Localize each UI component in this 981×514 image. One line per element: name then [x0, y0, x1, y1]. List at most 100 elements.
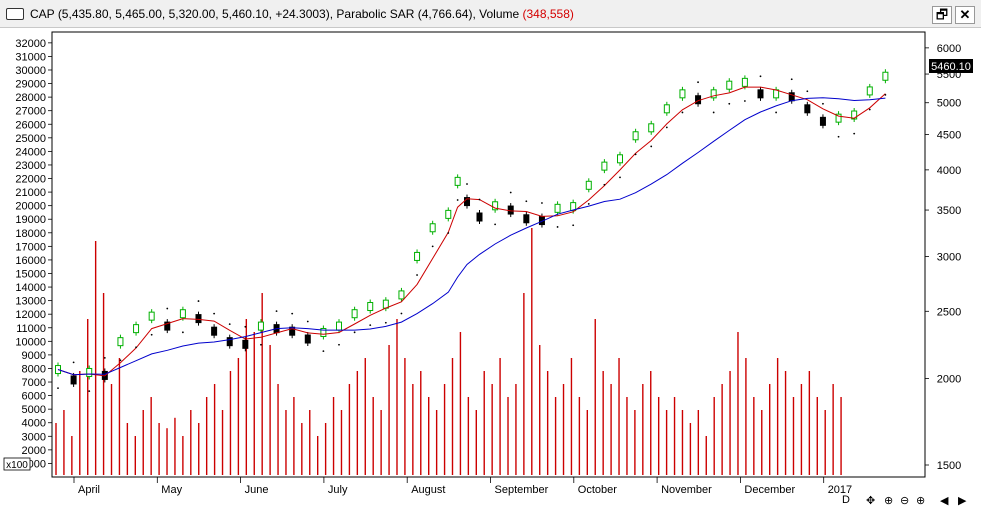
- right-tick-label: 2000: [937, 373, 961, 385]
- sar-dot: [541, 202, 543, 204]
- volume-value: (348,558): [522, 7, 574, 21]
- sar-dot: [681, 111, 684, 114]
- right-tick-label: 2500: [937, 306, 961, 318]
- candle-body: [710, 89, 717, 99]
- sar-dot: [759, 75, 762, 78]
- left-tick-label: 3000: [22, 431, 46, 443]
- left-tick-label: 6000: [22, 391, 46, 403]
- month-label: June: [245, 484, 269, 496]
- nav-next-icon[interactable]: ▶: [958, 495, 967, 507]
- sar-dot: [119, 359, 122, 362]
- left-tick-label: 14000: [15, 282, 46, 294]
- nav-prev-icon[interactable]: ◀: [940, 495, 949, 507]
- long-moving-average-line: [57, 97, 886, 376]
- sar-dot: [213, 312, 216, 315]
- left-tick-label: 23000: [15, 160, 46, 172]
- left-tick-label: 31000: [15, 51, 46, 63]
- candle-body: [367, 302, 374, 312]
- sar-dot: [400, 312, 403, 315]
- sar-dot: [743, 100, 746, 102]
- price-chart[interactable]: 1000200030004000500060007000800090001000…: [0, 28, 981, 514]
- left-axis: 1000200030004000500060007000800090001000…: [15, 38, 52, 470]
- candle-body: [601, 161, 608, 171]
- sar-dot: [884, 93, 887, 96]
- left-tick-label: 28000: [15, 92, 46, 104]
- sar-dot: [369, 324, 372, 327]
- svg-text:5460.10: 5460.10: [931, 61, 971, 73]
- restore-icon[interactable]: 🗗: [932, 6, 952, 24]
- candle-body: [726, 80, 733, 90]
- candle-body: [86, 367, 93, 377]
- candle-body: [882, 71, 889, 81]
- candle-body: [663, 104, 670, 114]
- left-tick-label: 32000: [15, 38, 46, 50]
- month-label: October: [578, 484, 617, 496]
- right-tick-label: 3500: [937, 205, 961, 217]
- left-tick-label: 24000: [15, 146, 46, 158]
- left-tick-label: 16000: [15, 255, 46, 267]
- right-tick-label: 1500: [937, 460, 961, 472]
- sar-dot: [447, 232, 450, 234]
- candle-body: [632, 131, 639, 141]
- candle-body: [398, 290, 405, 300]
- left-tick-label: 18000: [15, 228, 46, 240]
- candle-body: [757, 89, 764, 99]
- candle-body: [304, 334, 311, 344]
- candle-body: [741, 77, 748, 87]
- candle-body: [211, 326, 218, 336]
- sar-dot: [697, 81, 699, 84]
- candle-body: [554, 203, 561, 213]
- left-tick-label: 2000: [22, 445, 46, 457]
- nav-day-icon[interactable]: D: [842, 494, 850, 506]
- plot-frame: [51, 31, 926, 478]
- candle-body: [351, 309, 358, 319]
- sar-dot: [166, 307, 169, 310]
- left-tick-label: 30000: [15, 65, 46, 77]
- left-tick-label: 19000: [15, 214, 46, 226]
- candle-body: [454, 176, 461, 186]
- close-icon[interactable]: ✕: [955, 6, 975, 24]
- candle-body: [336, 321, 342, 331]
- sar-dot: [353, 331, 356, 334]
- sar-dot: [322, 350, 325, 353]
- candle-body: [70, 375, 77, 385]
- month-label: 2017: [828, 484, 852, 496]
- left-tick-label: 5000: [22, 404, 46, 416]
- candle-body: [648, 123, 655, 133]
- sar-dot: [853, 132, 856, 135]
- sar-dot: [244, 325, 247, 328]
- candle-body: [819, 116, 826, 126]
- left-tick-label: 17000: [15, 241, 46, 253]
- month-label: September: [495, 484, 549, 496]
- nav-zoom-out-icon[interactable]: ⊖: [900, 495, 910, 507]
- sar-dot: [509, 191, 512, 194]
- sar-dot: [291, 312, 294, 315]
- nav-pan-icon[interactable]: ✥: [866, 495, 876, 507]
- sar-dot: [619, 176, 621, 179]
- sar-dot: [260, 343, 262, 346]
- right-tick-label: 6000: [937, 43, 961, 55]
- sar-dot: [494, 223, 497, 226]
- candle-body: [164, 321, 171, 331]
- chart-window-icon: [6, 8, 24, 20]
- sar-dot: [275, 310, 278, 313]
- candle-body: [617, 154, 623, 164]
- left-tick-label: 15000: [15, 268, 46, 280]
- month-label: November: [661, 484, 712, 496]
- sar-dot: [868, 108, 871, 111]
- sar-dot: [306, 320, 309, 323]
- title-bar: CAP (5,435.80, 5,465.00, 5,320.00, 5,460…: [0, 0, 981, 28]
- left-tick-label: 21000: [15, 187, 46, 199]
- left-tick-label: 25000: [15, 133, 46, 145]
- left-tick-label: 22000: [15, 174, 46, 186]
- left-tick-label: 9000: [22, 350, 46, 362]
- left-tick-label: 10000: [15, 336, 46, 348]
- nav-reset-icon[interactable]: ⊕: [916, 495, 926, 507]
- svg-text:x100: x100: [6, 460, 28, 471]
- left-tick-label: 7000: [22, 377, 46, 389]
- sar-dot: [603, 183, 606, 186]
- right-tick-label: 4000: [937, 165, 961, 177]
- nav-zoom-in-icon[interactable]: ⊕: [884, 495, 894, 507]
- candle-body: [257, 321, 264, 331]
